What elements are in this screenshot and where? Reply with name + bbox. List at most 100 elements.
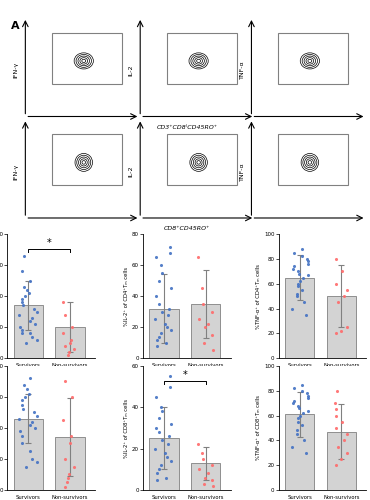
Y-axis label: %IL-2⁺ of CD4⁺Tₘ cells: %IL-2⁺ of CD4⁺Tₘ cells	[124, 266, 129, 326]
Point	[163, 338, 169, 346]
Point	[67, 440, 73, 448]
Y-axis label: %IL-2⁺ of CD8⁺Tₘ cells: %IL-2⁺ of CD8⁺Tₘ cells	[124, 398, 129, 458]
Point	[34, 412, 40, 420]
Point	[153, 254, 159, 262]
Point	[32, 320, 38, 328]
Point	[20, 296, 26, 304]
Point	[292, 248, 297, 256]
Point	[20, 400, 26, 408]
Point	[29, 314, 35, 322]
Point	[17, 414, 23, 422]
Point	[65, 474, 71, 482]
Point	[156, 276, 162, 284]
Point	[297, 412, 303, 420]
Point	[292, 384, 297, 392]
Bar	[149, 308, 178, 358]
Point	[195, 440, 201, 448]
Point	[30, 332, 36, 340]
Point	[27, 447, 33, 455]
Point	[60, 330, 66, 338]
Bar	[327, 432, 356, 490]
Point	[290, 399, 296, 407]
Bar	[285, 414, 314, 490]
Point	[60, 298, 66, 306]
Point	[295, 402, 301, 409]
Point	[24, 286, 30, 294]
Point	[157, 300, 162, 308]
Point	[163, 474, 169, 482]
Point	[60, 416, 66, 424]
Point	[154, 476, 160, 484]
Point	[333, 424, 339, 432]
Point	[305, 260, 311, 268]
Point	[299, 422, 305, 430]
Point	[19, 330, 25, 338]
Point	[295, 282, 300, 290]
Point	[68, 323, 74, 331]
Point	[289, 304, 295, 312]
Point	[159, 269, 165, 277]
Point	[168, 457, 174, 465]
Point	[71, 345, 77, 353]
Point	[63, 455, 68, 463]
Point	[305, 271, 311, 279]
Text: IL-2: IL-2	[129, 166, 134, 177]
Point	[62, 378, 68, 386]
Point	[200, 455, 206, 463]
Point	[159, 408, 165, 416]
Point	[159, 436, 165, 444]
Point	[27, 374, 33, 382]
Point	[303, 311, 309, 319]
Point	[305, 258, 311, 266]
Point	[68, 336, 74, 344]
Point	[301, 436, 307, 444]
Point	[152, 444, 158, 452]
Point	[157, 428, 162, 436]
Point	[199, 449, 205, 457]
Point	[158, 404, 164, 411]
Point	[333, 461, 339, 469]
Point	[19, 440, 25, 448]
Point	[27, 317, 33, 325]
Point	[200, 300, 206, 308]
Point	[22, 292, 28, 300]
Point	[158, 330, 164, 338]
Point	[344, 449, 350, 457]
Point	[167, 242, 173, 250]
Point	[34, 308, 40, 316]
Point	[68, 393, 74, 401]
Point	[209, 331, 215, 339]
Point	[153, 292, 159, 300]
Point	[17, 323, 23, 331]
Point	[339, 268, 345, 276]
Point	[195, 254, 201, 262]
Point	[201, 338, 207, 346]
Point	[17, 311, 23, 319]
Point	[292, 262, 297, 270]
Bar	[327, 296, 356, 358]
Y-axis label: %TNF-α⁺ of CD4⁺Tₘ cells: %TNF-α⁺ of CD4⁺Tₘ cells	[256, 264, 261, 328]
Text: IFN-γ: IFN-γ	[14, 62, 19, 78]
Point	[164, 453, 170, 461]
Point	[20, 406, 26, 413]
Point	[64, 478, 70, 486]
Point	[18, 268, 24, 276]
Point	[26, 289, 32, 297]
Bar	[191, 463, 220, 490]
Point	[19, 432, 25, 440]
Point	[304, 255, 310, 263]
Point	[153, 424, 159, 432]
Point	[205, 470, 211, 478]
Point	[17, 427, 23, 435]
Point	[196, 466, 202, 473]
Point	[344, 323, 350, 331]
Point	[19, 326, 25, 334]
Point	[199, 284, 205, 292]
Point	[338, 455, 344, 463]
Text: *: *	[47, 238, 51, 248]
Point	[20, 302, 26, 310]
Point	[27, 421, 33, 429]
Point	[34, 458, 40, 466]
Point	[300, 409, 306, 417]
Point	[344, 430, 350, 438]
